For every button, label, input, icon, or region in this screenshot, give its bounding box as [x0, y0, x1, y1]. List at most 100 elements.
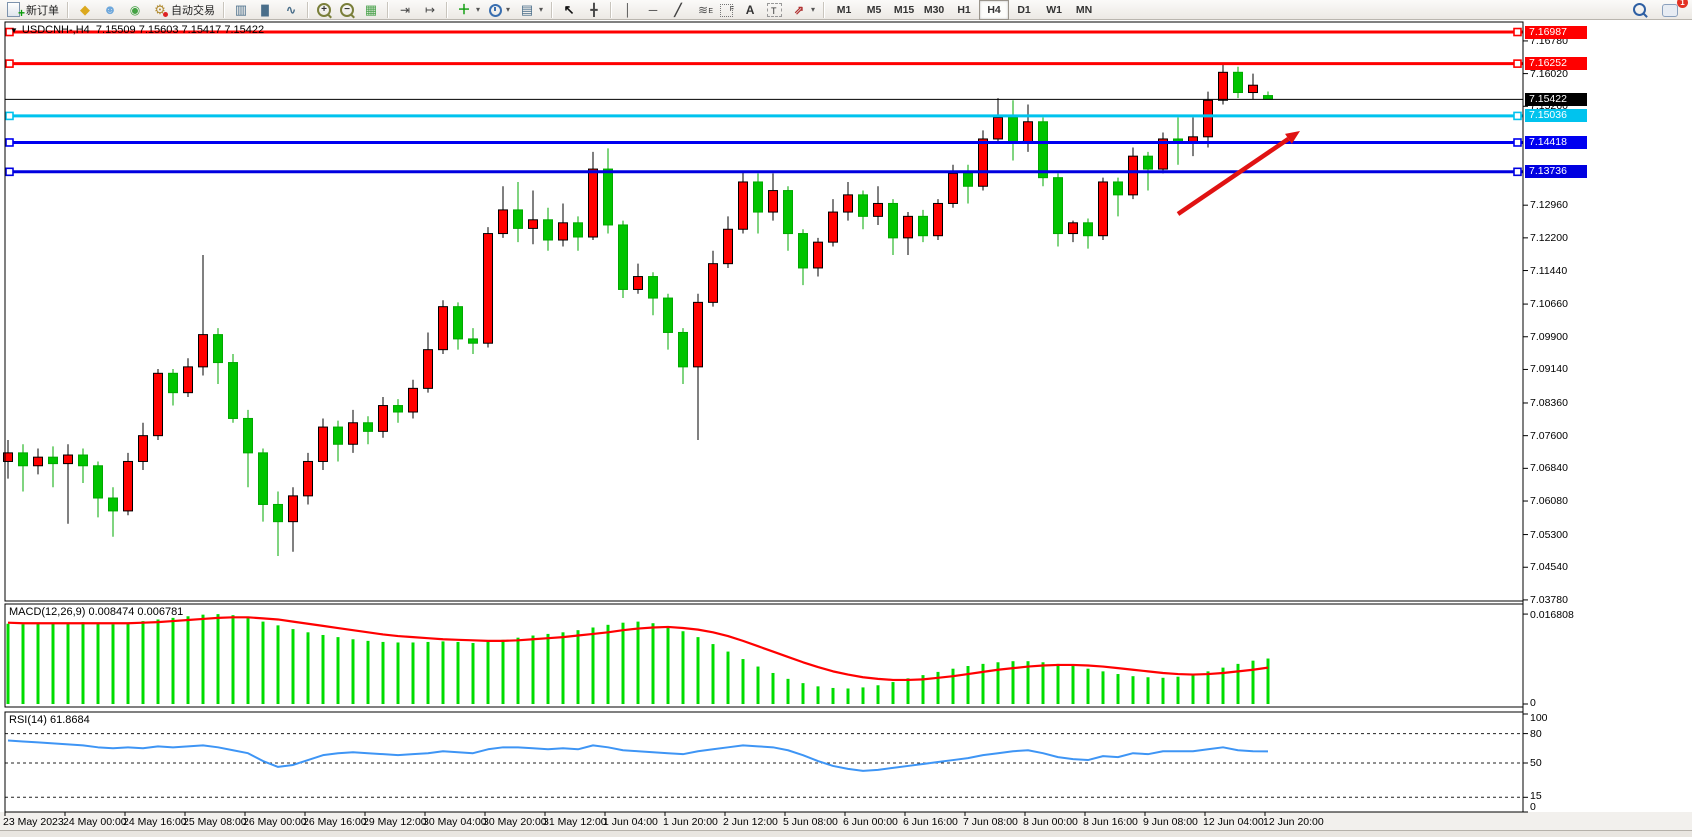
timeframe-d1[interactable]: D1	[1017, 3, 1031, 16]
trendline-button[interactable]	[666, 1, 690, 19]
macd-histogram-bar	[576, 630, 580, 704]
toolbar-right: 1	[1629, 0, 1690, 19]
crosshair-button[interactable]	[582, 1, 606, 19]
toolbar-separator	[387, 1, 389, 18]
time-axis-label: 12 Jun 04:00	[1203, 816, 1264, 828]
price-level-badge: 7.16252	[1525, 57, 1587, 71]
macd-histogram-bar	[411, 642, 415, 704]
periods-button[interactable]: ▾	[485, 1, 514, 19]
signals-button[interactable]	[123, 1, 147, 19]
candle	[723, 228, 733, 265]
rsi-axis-label: 100	[1530, 712, 1548, 724]
chart-canvas[interactable]: ▼ USDCNH-,H4 7.15509 7.15603 7.15417 7.15…	[0, 20, 1692, 837]
current-price-badge: 7.15422	[1525, 92, 1587, 106]
fibonacci-icon: E	[695, 2, 713, 18]
notifications-button[interactable]: 1	[1658, 0, 1688, 19]
profiles-button[interactable]	[98, 1, 122, 19]
candle	[423, 349, 433, 389]
indicators-button[interactable]: ▾	[452, 1, 484, 19]
horizontal-line-icon	[645, 2, 661, 18]
toolbar-separator	[446, 1, 448, 18]
zoom-in-button[interactable]	[313, 1, 335, 19]
line-anchor-handle[interactable]	[5, 138, 14, 147]
chart-ohlc: 7.15509 7.15603 7.15417 7.15422	[95, 24, 265, 36]
new-order-label: 新订单	[26, 4, 59, 17]
line-anchor-handle[interactable]	[1513, 167, 1522, 177]
macd-histogram-bar	[1131, 676, 1135, 704]
macd-histogram-bar	[531, 635, 535, 704]
timeframe-m1[interactable]: M1	[836, 3, 852, 16]
price-tick-label: 7.04540	[1530, 561, 1568, 574]
macd-histogram-bar	[141, 621, 145, 704]
macd-histogram-bar	[456, 641, 460, 704]
cursor-button[interactable]	[557, 1, 581, 19]
price-level-badge: 7.13736	[1525, 165, 1587, 179]
candle	[183, 366, 193, 394]
price-tick-label: 7.06840	[1530, 462, 1568, 475]
fibonacci-button[interactable]: E	[691, 1, 715, 19]
vertical-line-button[interactable]	[616, 1, 640, 19]
trend-arrow-shaft[interactable]	[1176, 137, 1290, 216]
candle	[603, 168, 613, 226]
timeframe-mn[interactable]: MN	[1075, 3, 1093, 16]
cursor-icon	[561, 2, 577, 18]
trend-arrow-head[interactable]	[1285, 131, 1300, 144]
styles-button[interactable]	[73, 1, 97, 19]
macd-histogram-bar	[951, 668, 955, 704]
auto-trading-label: 自动交易	[171, 4, 215, 17]
search-button[interactable]	[1629, 1, 1650, 19]
candle	[168, 372, 178, 394]
text-button[interactable]	[738, 1, 762, 19]
macd-histogram-bar	[666, 626, 670, 704]
candle	[1098, 181, 1108, 237]
auto-scroll-icon	[397, 2, 413, 18]
macd-histogram-bar	[561, 632, 565, 704]
line-chart-button[interactable]	[279, 1, 303, 19]
line-anchor-handle[interactable]	[5, 59, 14, 68]
text-label-button[interactable]	[763, 1, 786, 19]
toolbar-separator	[223, 1, 225, 18]
line-anchor-handle[interactable]	[1513, 59, 1522, 68]
timeframe-m30[interactable]: M30	[923, 3, 945, 16]
price-tick-label: 7.12960	[1530, 199, 1568, 212]
line-anchor-handle[interactable]	[1513, 27, 1522, 37]
channel-button[interactable]: F	[716, 1, 737, 19]
candle	[633, 276, 643, 290]
line-anchor-handle[interactable]	[5, 27, 14, 37]
timeframe-h4[interactable]: H4	[979, 0, 1010, 20]
price-tick-label: 7.03780	[1530, 593, 1568, 606]
macd-histogram-bar	[1056, 663, 1060, 704]
chart-shift-button[interactable]	[418, 1, 442, 19]
macd-histogram-bar	[36, 623, 40, 704]
line-anchor-handle[interactable]	[1513, 138, 1522, 147]
price-tick-label: 7.09140	[1530, 363, 1568, 376]
tile-windows-button[interactable]	[359, 1, 383, 19]
auto-scroll-button[interactable]	[393, 1, 417, 19]
horizontal-line-button[interactable]	[641, 1, 665, 19]
auto-trading-button[interactable]: 自动交易	[148, 1, 219, 19]
line-anchor-handle[interactable]	[5, 167, 14, 177]
new-order-button[interactable]: 新订单	[2, 1, 63, 21]
bar-chart-button[interactable]	[229, 1, 253, 19]
macd-histogram-bar	[1086, 668, 1090, 704]
time-axis-label: 12 Jun 20:00	[1263, 816, 1324, 828]
shapes-button[interactable]: ▾	[787, 1, 819, 19]
macd-histogram-bar	[111, 624, 115, 704]
macd-histogram-bar	[996, 662, 1000, 704]
candle	[1158, 138, 1168, 170]
timeframe-w1[interactable]: W1	[1046, 3, 1062, 16]
macd-histogram-bar	[681, 631, 685, 704]
templates-button[interactable]: ▾	[515, 1, 547, 19]
timeframe-m15[interactable]: M15	[893, 3, 915, 16]
line-anchor-handle[interactable]	[1513, 111, 1522, 121]
timeframe-h1[interactable]: H1	[957, 3, 971, 16]
candlestick-button[interactable]	[254, 1, 278, 19]
macd-histogram-bar	[21, 624, 25, 704]
timeframe-m5[interactable]: M5	[866, 3, 882, 16]
macd-histogram-bar	[936, 671, 940, 704]
caret-down-icon: ▾	[539, 5, 544, 14]
line-anchor-handle[interactable]	[5, 111, 14, 121]
zoom-out-button[interactable]	[336, 1, 358, 19]
candle	[33, 456, 43, 467]
candle	[468, 338, 478, 344]
